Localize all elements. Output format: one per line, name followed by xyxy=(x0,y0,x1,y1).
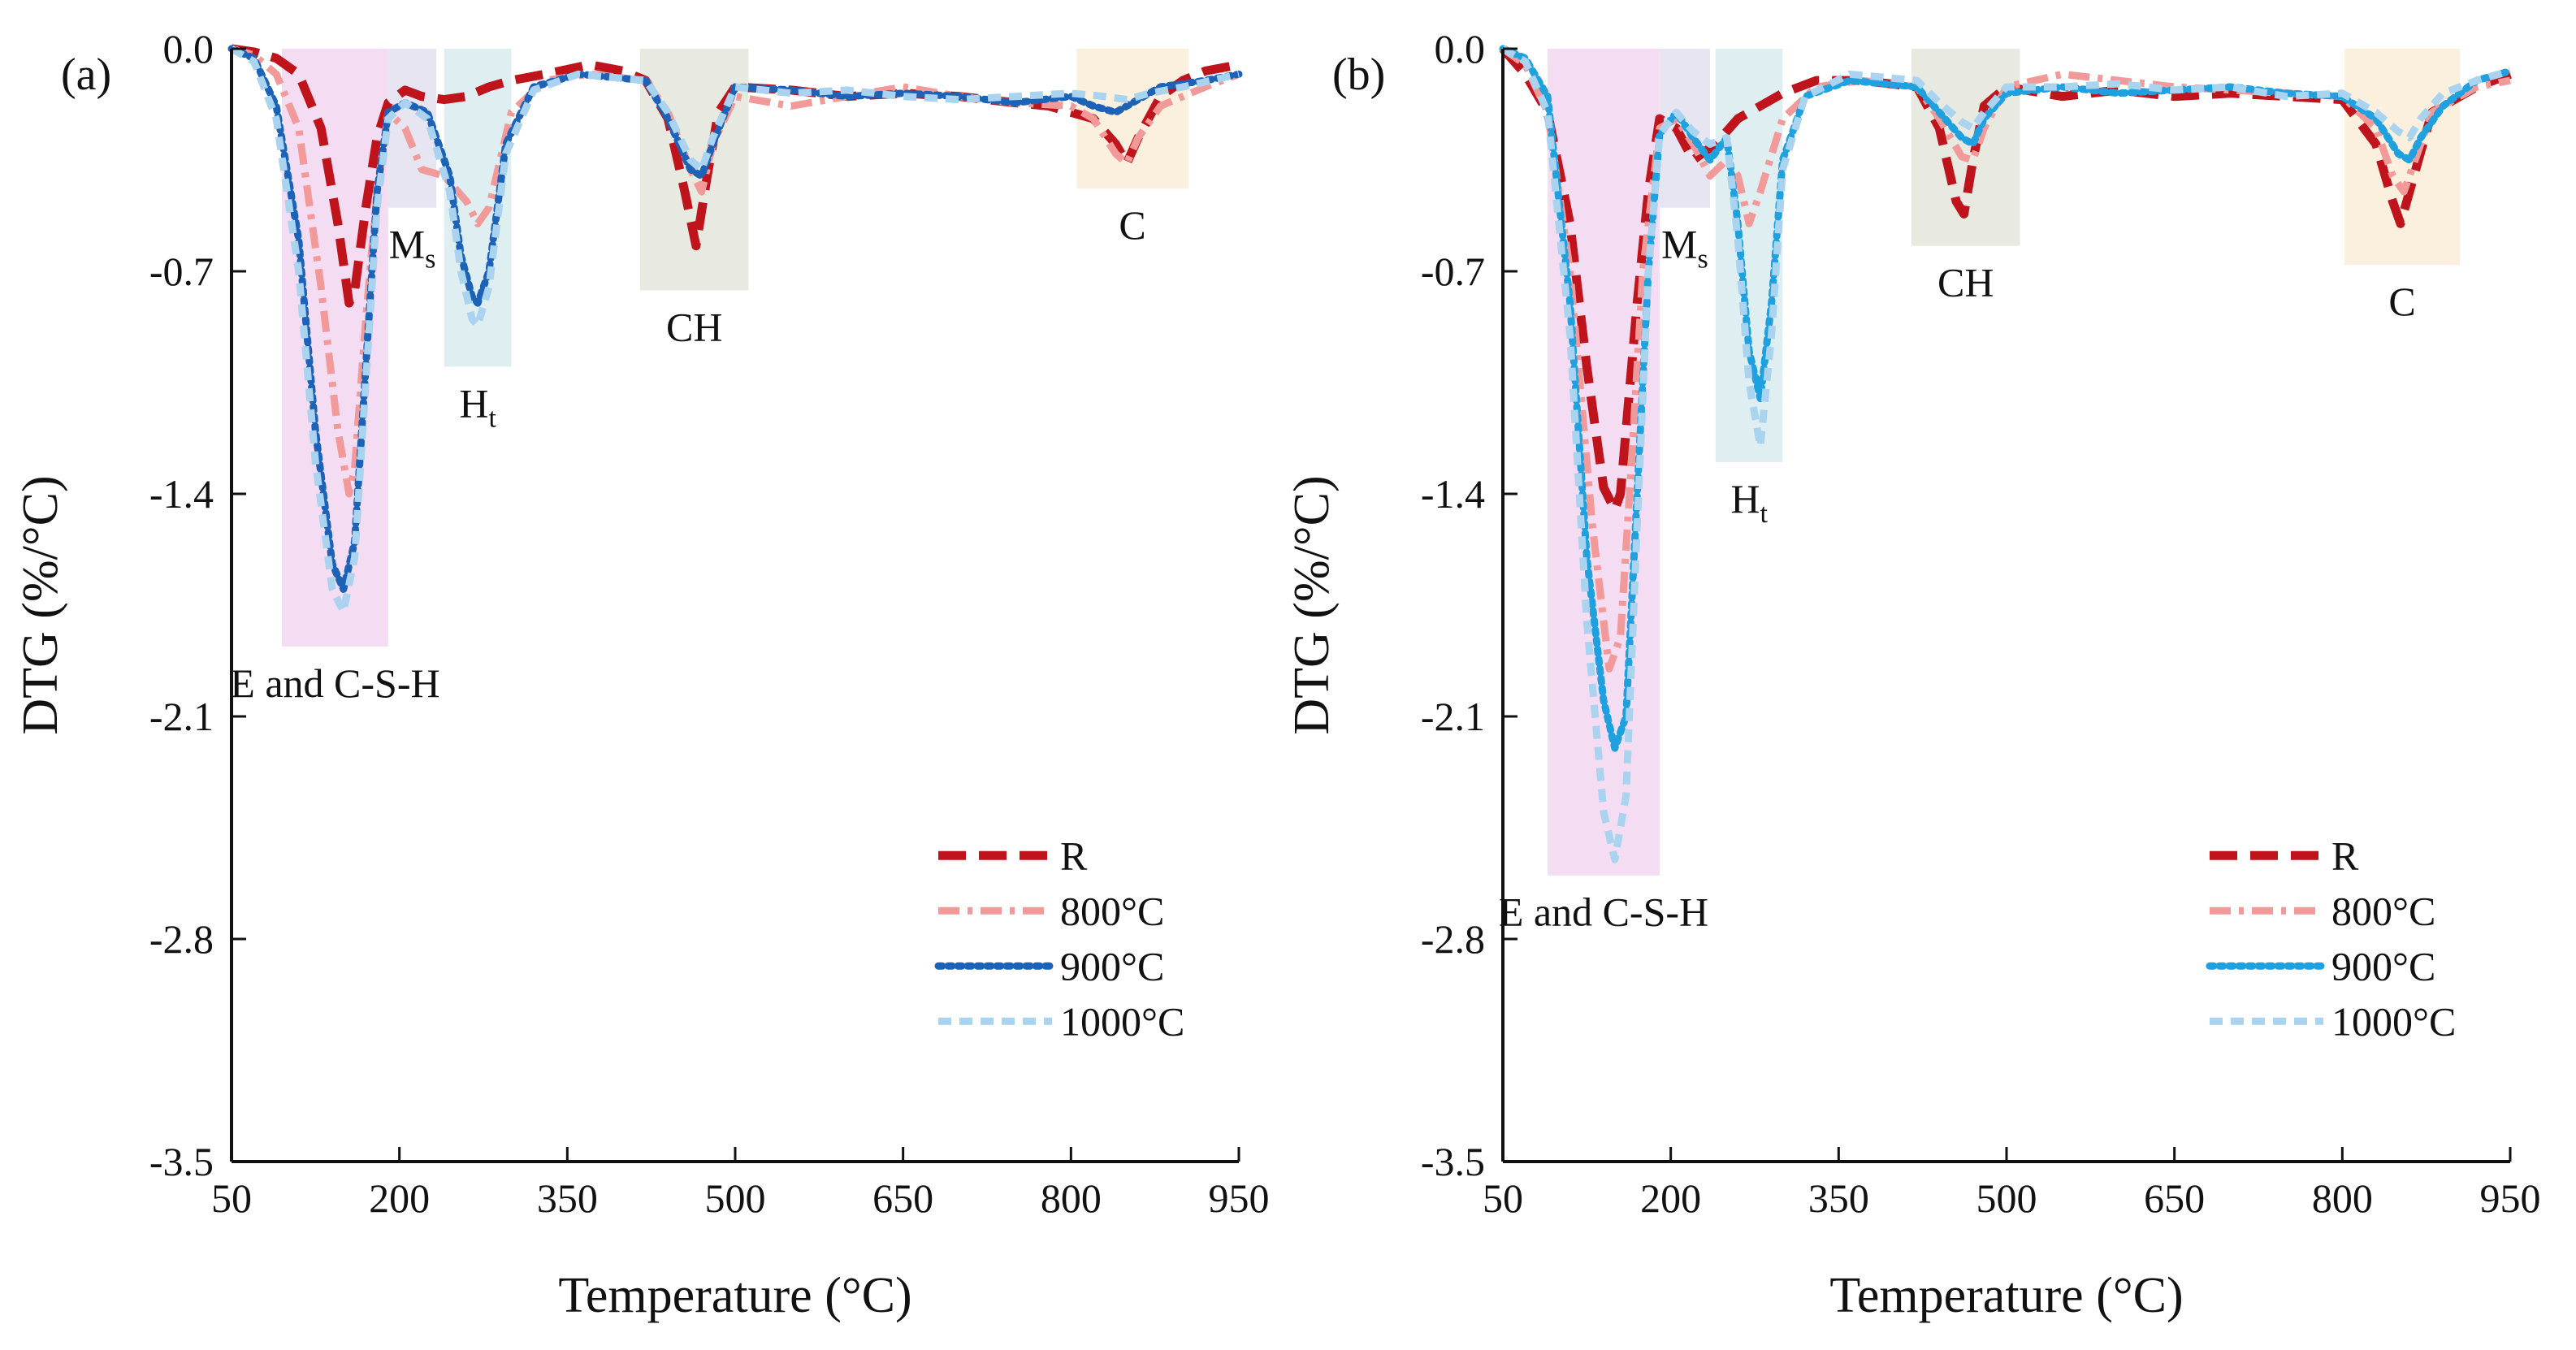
y-tick-label: -3.5 xyxy=(1421,1139,1485,1184)
x-tick-label: 650 xyxy=(872,1175,933,1221)
y-axis-label: DTG (%/°C) xyxy=(1284,475,1340,734)
y-tick-label: -1.4 xyxy=(1421,471,1485,517)
x-tick-label: 50 xyxy=(211,1175,252,1221)
legend-label: 1000°C xyxy=(2331,998,2456,1044)
band-label: CH xyxy=(666,304,722,349)
x-tick-label: 800 xyxy=(2312,1175,2373,1221)
panel-label: (a) xyxy=(61,50,111,100)
series-line-1000c xyxy=(1500,45,2512,863)
series-line-1000c xyxy=(229,45,1240,616)
band-label: Ms xyxy=(1661,222,1708,275)
panel-label: (b) xyxy=(1332,50,1385,100)
y-tick-label: -2.8 xyxy=(1421,916,1485,962)
x-tick-label: 650 xyxy=(2144,1175,2205,1221)
legend-label: R xyxy=(1060,833,1088,878)
y-tick-label: -2.8 xyxy=(149,916,214,962)
x-tick-label: 50 xyxy=(1483,1175,1523,1221)
band-e-and-c-s-h xyxy=(282,49,388,647)
x-tick-label: 350 xyxy=(537,1175,598,1221)
x-tick-label: 200 xyxy=(1640,1175,1701,1221)
x-axis-label: Temperature (°C) xyxy=(558,1268,911,1323)
series-line-900c xyxy=(1499,45,2514,752)
y-tick-label: -2.1 xyxy=(149,694,214,739)
series-line-800c xyxy=(230,45,1240,498)
y-tick-label: -0.7 xyxy=(1421,249,1485,294)
legend-label: 1000°C xyxy=(1060,998,1184,1044)
band-label: Ht xyxy=(459,380,496,433)
y-tick-label: 0.0 xyxy=(1435,26,1486,71)
y-tick-label: -3.5 xyxy=(149,1139,214,1184)
x-tick-label: 950 xyxy=(2480,1175,2541,1221)
y-axis-label: DTG (%/°C) xyxy=(13,475,68,734)
legend-label: 900°C xyxy=(2331,943,2435,989)
band-label: C xyxy=(2388,279,2415,324)
panel-a: 50 200 350 500 650 800 950 0.0 -0.7 -1.4 -2.1 -2.8 -… xyxy=(13,26,1270,1323)
legend-label: 900°C xyxy=(1060,943,1164,989)
legend-label: 800°C xyxy=(2331,888,2435,933)
x-tick-label: 500 xyxy=(705,1175,766,1221)
x-tick-label: 500 xyxy=(1976,1175,2037,1221)
x-tick-label: 200 xyxy=(369,1175,430,1221)
panel-b: 50 200 350 500 650 800 950 0.0 -0.7 -1.4 -2.1 -2.8 -… xyxy=(1284,26,2541,1323)
band-label: C xyxy=(1119,202,1145,248)
y-tick-label: -1.4 xyxy=(149,471,214,517)
band-label: CH xyxy=(1937,260,1994,305)
band-label: Ms xyxy=(389,222,436,275)
y-tick-label: -2.1 xyxy=(1421,694,1485,739)
x-tick-label: 950 xyxy=(1209,1175,1270,1221)
band-label: E and C-S-H xyxy=(230,660,439,706)
band-label: Ht xyxy=(1730,476,1768,529)
band-label: E and C-S-H xyxy=(1499,889,1708,935)
legend-label: R xyxy=(2331,833,2359,878)
x-tick-label: 350 xyxy=(1808,1175,1869,1221)
x-tick-label: 800 xyxy=(1041,1175,1102,1221)
legend-label: 800°C xyxy=(1060,888,1164,933)
y-tick-label: -0.7 xyxy=(149,249,214,294)
x-axis-label: Temperature (°C) xyxy=(1829,1268,2183,1323)
y-tick-label: 0.0 xyxy=(163,26,214,71)
